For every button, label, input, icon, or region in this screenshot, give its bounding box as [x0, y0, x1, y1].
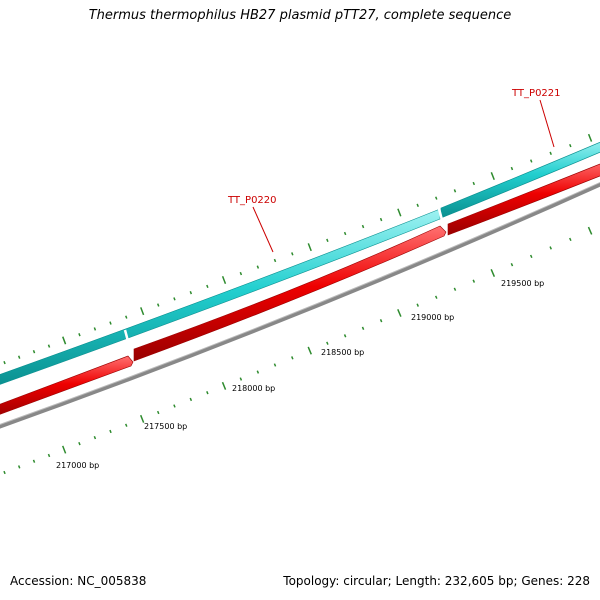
tick-mark	[397, 208, 402, 217]
sequence-summary: Topology: circular; Length: 232,605 bp; …	[283, 574, 590, 588]
inner-tick-marks	[3, 226, 593, 475]
forward-gene-block	[0, 208, 441, 385]
tick-mark	[206, 391, 209, 395]
tick-mark	[549, 246, 552, 250]
tick-mark	[361, 224, 365, 229]
tick-mark	[490, 269, 496, 277]
tick-mark	[529, 254, 533, 259]
tick-mark	[109, 321, 112, 325]
reverse-gene-arrow	[0, 355, 134, 415]
position-label: 219000 bp	[411, 313, 454, 322]
tick-mark	[47, 344, 51, 348]
outer-tick-marks	[3, 133, 593, 365]
tick-mark	[453, 287, 457, 291]
tick-mark	[156, 410, 160, 415]
tick-mark	[109, 429, 112, 434]
tick-mark	[569, 143, 572, 148]
tick-mark	[510, 166, 514, 171]
forward-gene-block	[440, 141, 600, 219]
reverse-strand-track	[0, 163, 600, 415]
tick-mark	[47, 453, 51, 458]
tick-mark	[239, 271, 243, 276]
tick-mark	[189, 397, 193, 402]
tick-mark	[307, 346, 312, 355]
tick-mark	[273, 363, 277, 367]
tick-mark	[490, 172, 495, 181]
tick-mark	[3, 470, 6, 475]
tick-mark	[472, 181, 476, 186]
tick-mark	[326, 341, 329, 345]
tick-mark	[206, 284, 209, 289]
tick-mark	[326, 238, 329, 243]
tick-mark	[434, 295, 438, 299]
tick-mark	[307, 243, 312, 252]
position-label: 219500 bp	[501, 279, 544, 288]
tick-mark	[435, 196, 438, 200]
tick-mark	[472, 279, 476, 283]
gene-label-tt-p0221: TT_P0221	[511, 88, 561, 99]
tick-mark	[343, 334, 347, 338]
tick-mark	[343, 231, 347, 236]
position-label: 217500 bp	[144, 422, 187, 431]
reverse-gene-arrow	[133, 225, 447, 362]
gene-label-tt-p0220: TT_P0220	[227, 195, 277, 206]
position-label: 217000 bp	[56, 461, 99, 470]
tick-mark	[416, 203, 419, 208]
tick-mark	[156, 303, 160, 307]
tick-mark	[529, 159, 533, 163]
tick-mark	[140, 307, 145, 316]
tick-mark	[62, 336, 67, 345]
forward-strand-track	[0, 141, 600, 385]
tick-mark	[139, 414, 145, 423]
tick-mark	[221, 276, 227, 285]
gene-boundary	[436, 204, 444, 221]
tick-mark	[239, 377, 243, 381]
tick-mark	[62, 445, 67, 454]
tick-mark	[3, 360, 6, 365]
tick-mark	[587, 133, 593, 142]
tick-mark	[17, 355, 21, 359]
tick-mark	[291, 356, 294, 360]
tick-mark	[379, 318, 383, 323]
tick-mark	[273, 258, 277, 263]
tick-mark	[189, 290, 193, 295]
tick-mark	[93, 435, 97, 440]
tick-mark	[173, 297, 176, 301]
position-label: 218500 bp	[321, 348, 364, 357]
tick-mark	[361, 326, 365, 330]
tick-mark	[587, 226, 593, 235]
gene-label-leader	[252, 206, 274, 253]
tick-mark	[32, 350, 36, 354]
tick-mark	[291, 252, 294, 256]
tick-mark	[173, 404, 176, 408]
reverse-gene-arrow	[447, 163, 600, 236]
accession-text: Accession: NC_005838	[10, 574, 147, 588]
tick-mark	[453, 189, 457, 193]
tick-mark	[549, 151, 552, 156]
position-label: 218000 bp	[232, 384, 275, 393]
sequence-backbone	[0, 182, 600, 429]
tick-mark	[569, 237, 572, 242]
tick-mark	[416, 303, 419, 307]
tick-mark	[379, 217, 383, 222]
tick-mark	[32, 459, 36, 463]
tick-mark	[124, 423, 128, 427]
tick-mark	[221, 381, 227, 390]
tick-mark	[510, 263, 514, 267]
gene-label-leader	[539, 99, 555, 148]
tick-mark	[256, 265, 260, 269]
tick-mark	[78, 333, 81, 337]
tick-mark	[93, 327, 97, 331]
page-title: Thermus thermophilus HB27 plasmid pTT27,…	[88, 8, 512, 23]
gene-boundary	[123, 329, 131, 346]
tick-mark	[17, 465, 21, 469]
tick-mark	[78, 441, 81, 446]
tick-mark	[397, 308, 402, 317]
tick-mark	[256, 370, 260, 374]
tick-mark	[125, 315, 128, 319]
